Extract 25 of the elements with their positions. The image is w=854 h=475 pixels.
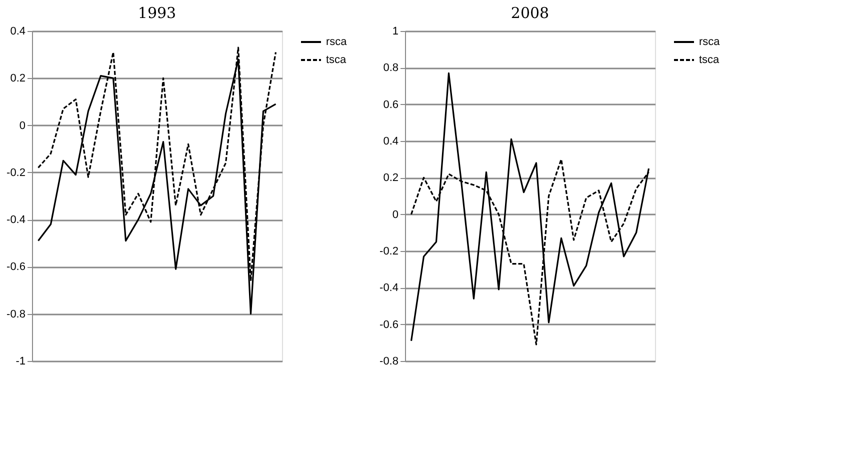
y-tick-label: -0.2 — [6, 166, 26, 179]
chart-title: 1993 — [138, 4, 176, 22]
legend-label: rsca — [326, 36, 348, 48]
y-tick-label: 0 — [392, 208, 398, 221]
y-tick-label: 0.4 — [383, 136, 398, 148]
y-tick-label: -1 — [16, 356, 26, 368]
y-tick-label: -0.8 — [380, 356, 398, 368]
chart-title: 2008 — [510, 4, 550, 22]
y-tick-label: -0.6 — [380, 318, 398, 331]
y-tick-label: -0.6 — [6, 261, 26, 274]
y-tick-label: -0.2 — [380, 246, 398, 258]
y-tick-label: -0.8 — [6, 308, 26, 320]
y-tick-label: 0.6 — [383, 98, 398, 111]
legend-label: tsca — [699, 54, 720, 66]
y-tick-label: 0.2 — [383, 172, 398, 184]
y-tick-label: -0.4 — [380, 282, 398, 294]
legend-label: rsca — [699, 36, 721, 48]
y-tick-label: -0.4 — [6, 214, 26, 226]
y-tick-label: 0.4 — [10, 26, 26, 38]
y-tick-label: 0.2 — [10, 72, 26, 85]
y-tick-label: 0.8 — [383, 62, 398, 74]
legend-label: tsca — [326, 54, 348, 66]
line-series — [410, 72, 650, 342]
y-tick-label: 0 — [19, 120, 26, 132]
y-tick-label: 1 — [392, 26, 398, 38]
